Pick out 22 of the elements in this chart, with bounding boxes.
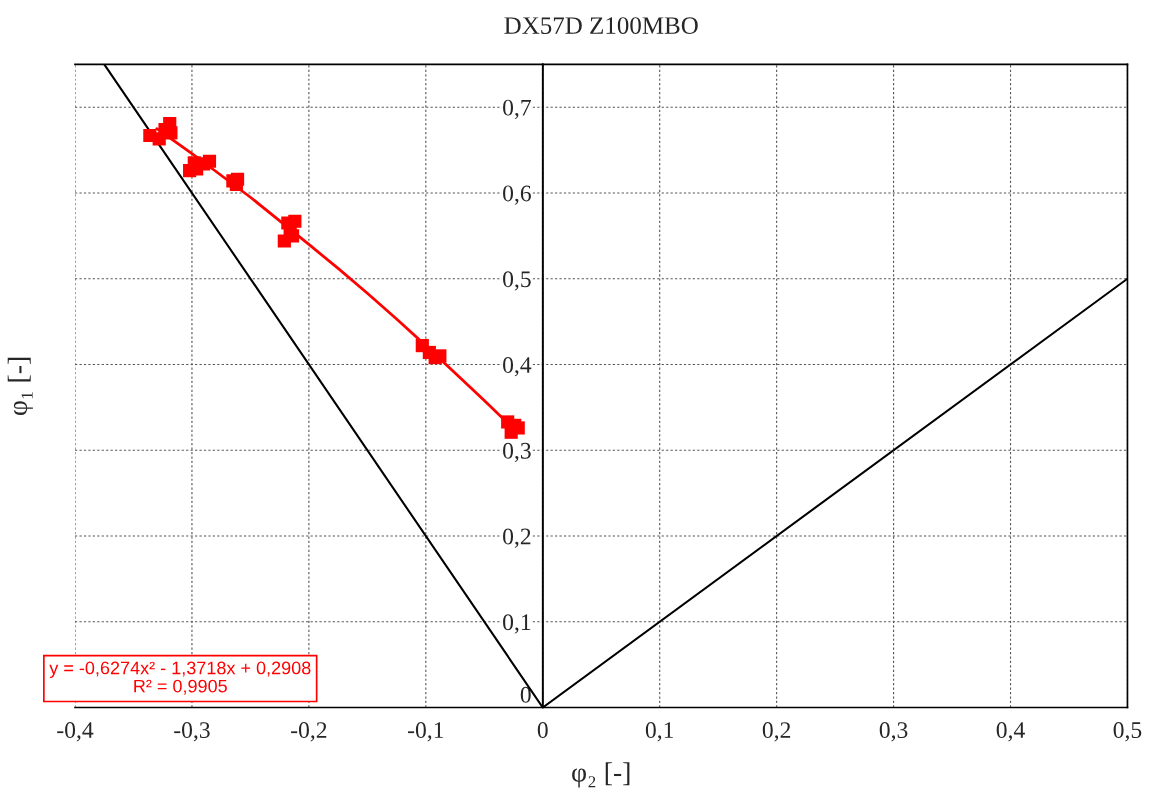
y-tick-label: 0,7 bbox=[503, 99, 531, 120]
x-tick-label: -0,1 bbox=[408, 722, 444, 742]
x-tick-label: 0,5 bbox=[1113, 722, 1142, 742]
x-tick-label: 0 bbox=[537, 722, 548, 739]
x-tick-label: 0,2 bbox=[762, 722, 791, 742]
x-tick-label: -0,4 bbox=[57, 722, 94, 742]
x-tick-label: -0,3 bbox=[174, 722, 210, 742]
y-tick-label: 0,6 bbox=[503, 185, 531, 205]
x-axis-title: φ₂ [-] bbox=[572, 762, 630, 788]
y-tick-label: 0,3 bbox=[503, 442, 531, 463]
annotation: y = -0,6274x² - 1,3718x + 0,2908 R² = 0,9905 bbox=[49, 661, 311, 695]
y-tick-label: 0 bbox=[520, 686, 531, 703]
x-tick-label: 0,3 bbox=[879, 722, 908, 742]
y-tick-label: 0,2 bbox=[503, 528, 531, 548]
y-tick-label: 0,4 bbox=[503, 356, 532, 377]
y-axis-title: φ₁ [-] bbox=[7, 357, 33, 416]
y-tick-label: 0,1 bbox=[503, 614, 531, 634]
x-tick-label: 0,4 bbox=[996, 722, 1025, 742]
chart-title: DX57D Z100MBO bbox=[504, 17, 698, 35]
y-tick-label: 0,5 bbox=[503, 271, 531, 291]
x-tick-label: 0,1 bbox=[645, 722, 674, 742]
x-tick-label: -0,2 bbox=[291, 722, 327, 742]
